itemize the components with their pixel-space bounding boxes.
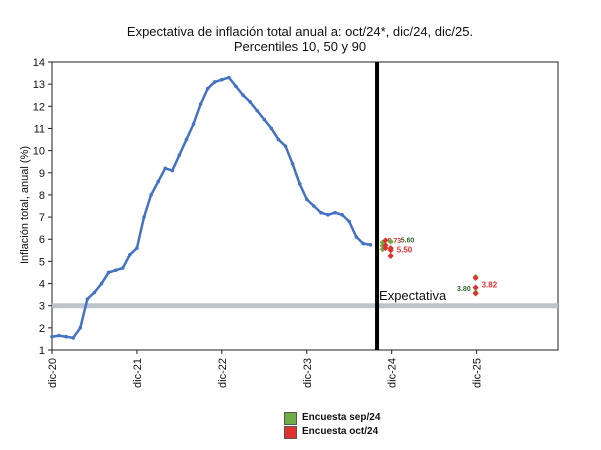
x-tick-label: dic-24 [387,358,399,388]
series-point [128,252,132,257]
series-point [120,266,125,270]
series-point [184,137,189,142]
survey-label: 5.73 [388,238,402,245]
x-tick-label: dic-22 [217,358,229,388]
legend-label-sep: Encuesta sep/24 [302,412,381,423]
series-point [198,102,203,106]
series-point [149,193,153,197]
series-point [297,182,302,186]
series-point [276,137,281,142]
series-point [106,270,111,275]
x-tick-label: dic-23 [302,358,314,388]
plot-frame [51,61,559,351]
series-point [163,166,168,171]
series-point [283,144,288,148]
series-point [255,108,260,113]
series-point [304,197,309,202]
x-tick-label: dic-21 [132,358,144,388]
y-tick-label: 1 [39,345,45,357]
series-point [220,77,224,82]
chart-subtitle: Percentiles 10, 50 y 90 [234,39,366,54]
series-point [191,122,196,126]
survey-sep-label: 5.60 [401,238,415,245]
chart-title: Expectativa de inflación total anual a: … [127,24,473,39]
legend-swatch-oct [284,426,297,439]
series-line [51,76,371,340]
y-tick-label: 12 [33,101,45,113]
series-point [50,334,54,339]
survey-sep-marker [387,238,394,245]
y-axis-label: Inflación total, anual (%) [19,146,31,264]
series-point [234,84,238,89]
y-tick-label: 6 [39,234,45,246]
series-point [64,334,68,339]
series-point [92,290,97,295]
series-point [241,93,245,98]
survey-oct-marker [387,245,394,252]
series-point [205,86,210,91]
series-point [212,80,217,84]
series-point [156,179,160,184]
survey-oct-marker [387,252,394,259]
series-point [347,219,352,224]
y-tick-label: 9 [39,168,45,180]
legend-label-oct: Encuesta oct/24 [302,426,379,437]
survey-oct-marker [382,242,389,249]
x-tick-label: dic-25 [472,358,484,388]
survey-sep-label: 3.80 [457,286,471,293]
series-point [262,117,267,122]
y-tick-label: 2 [39,323,45,335]
y-tick-label: 5 [39,256,45,268]
survey-oct-marker [472,284,479,291]
survey-oct-label: 5.50 [397,245,413,254]
series-point [135,246,139,250]
y-tick-label: 3 [39,301,45,313]
y-tick-label: 4 [39,279,45,291]
survey-oct-marker [472,290,479,297]
series-point [340,213,344,217]
legend-swatch-sep [284,412,297,425]
series-point [361,241,366,246]
series-point [99,281,104,286]
x-tick-label: dic-20 [47,358,59,388]
series-point [177,153,182,157]
series-point [269,126,274,131]
series-point [57,333,61,338]
divider-label: Expectativa [379,288,447,303]
series-point [248,100,252,104]
survey-oct-marker [382,237,389,244]
y-tick-label: 10 [33,146,45,158]
series-point [85,297,90,301]
series-point [290,162,295,166]
series-point [113,268,118,273]
series-point [333,210,337,215]
y-tick-label: 8 [39,190,45,202]
series-point [312,204,316,208]
series-point [71,336,76,340]
series-point [368,242,373,247]
series-point [354,235,359,239]
series-point [170,168,175,173]
series-point [78,326,83,330]
series-point [326,213,330,217]
y-tick-label: 7 [39,212,45,224]
y-tick-label: 13 [33,79,45,91]
series-point [319,210,323,215]
y-tick-label: 11 [34,123,45,135]
series-point [142,215,146,219]
series-point [227,75,231,80]
survey-oct-label: 3.82 [482,281,498,290]
y-tick-label: 14 [33,57,45,69]
survey-oct-marker [472,275,479,281]
